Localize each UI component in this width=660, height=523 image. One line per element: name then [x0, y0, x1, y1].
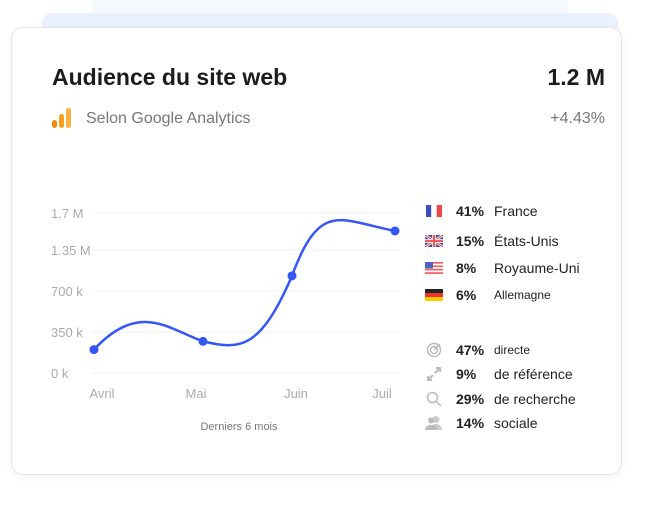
arrows-icon	[424, 366, 444, 382]
y-tick-label: 1.35 M	[51, 243, 91, 258]
legend-percent: 47%	[456, 342, 485, 358]
legend-label: sociale	[494, 415, 538, 431]
legend-percent: 9%	[456, 366, 477, 382]
y-tick-label: 1.7 M	[51, 206, 84, 221]
legend-item-sources: 47% directe	[424, 342, 530, 358]
legend-percent: 6%	[456, 287, 477, 303]
x-tick-label: Juil	[372, 386, 392, 401]
data-point	[390, 226, 400, 236]
y-tick-label: 700 k	[51, 284, 83, 299]
x-tick-label: Mai	[186, 386, 207, 401]
target-icon	[424, 342, 444, 358]
legend-item-sources: 29% de recherche	[424, 391, 576, 407]
legend-label: Allemagne	[494, 288, 551, 302]
data-source: Selon Google Analytics	[86, 110, 251, 127]
flag-uk-icon	[424, 235, 444, 247]
legend-percent: 41%	[456, 203, 485, 219]
audience-card: Audience du site web 1.2 M Selon Google …	[11, 27, 622, 475]
users-icon	[424, 415, 444, 431]
data-point	[198, 336, 208, 346]
y-tick-label: 350 k	[51, 325, 83, 340]
series-line	[93, 219, 396, 351]
legend-item-countries: 6% Allemagne	[424, 287, 551, 303]
flag-france-icon	[424, 205, 444, 217]
search-icon	[424, 391, 444, 407]
google-analytics-logo	[52, 108, 71, 128]
legend-item-sources: 14% sociale	[424, 415, 538, 431]
x-tick-label: Avril	[89, 386, 114, 401]
growth-rate: +4.43%	[550, 110, 605, 127]
legend-label: France	[494, 203, 538, 219]
legend-percent: 14%	[456, 415, 485, 431]
legend-label: de recherche	[494, 391, 576, 407]
card-title: Audience du site web	[52, 64, 288, 90]
data-point	[89, 345, 99, 355]
flag-us-icon	[424, 262, 444, 274]
x-tick-label: Juin	[284, 386, 308, 401]
legend-label: Royaume-Uni	[494, 260, 580, 276]
legend-item-countries: 15% États-Unis	[424, 233, 559, 249]
legend-label: États-Unis	[494, 233, 559, 249]
legend-percent: 8%	[456, 260, 477, 276]
legend-item-countries: 8% Royaume-Uni	[424, 260, 580, 276]
x-axis-label: Derniers 6 mois	[200, 421, 278, 433]
legend-label: directe	[494, 343, 531, 357]
legend-label: de référence	[494, 366, 573, 382]
legend-percent: 29%	[456, 391, 485, 407]
total-visitors: 1.2 M	[547, 64, 605, 90]
data-point	[287, 271, 297, 281]
y-tick-label: 0 k	[51, 366, 69, 381]
legend-item-countries: 41% France	[424, 203, 538, 219]
legend-percent: 15%	[456, 233, 485, 249]
flag-germany-icon	[424, 289, 444, 301]
legend-item-sources: 9% de référence	[424, 366, 573, 382]
